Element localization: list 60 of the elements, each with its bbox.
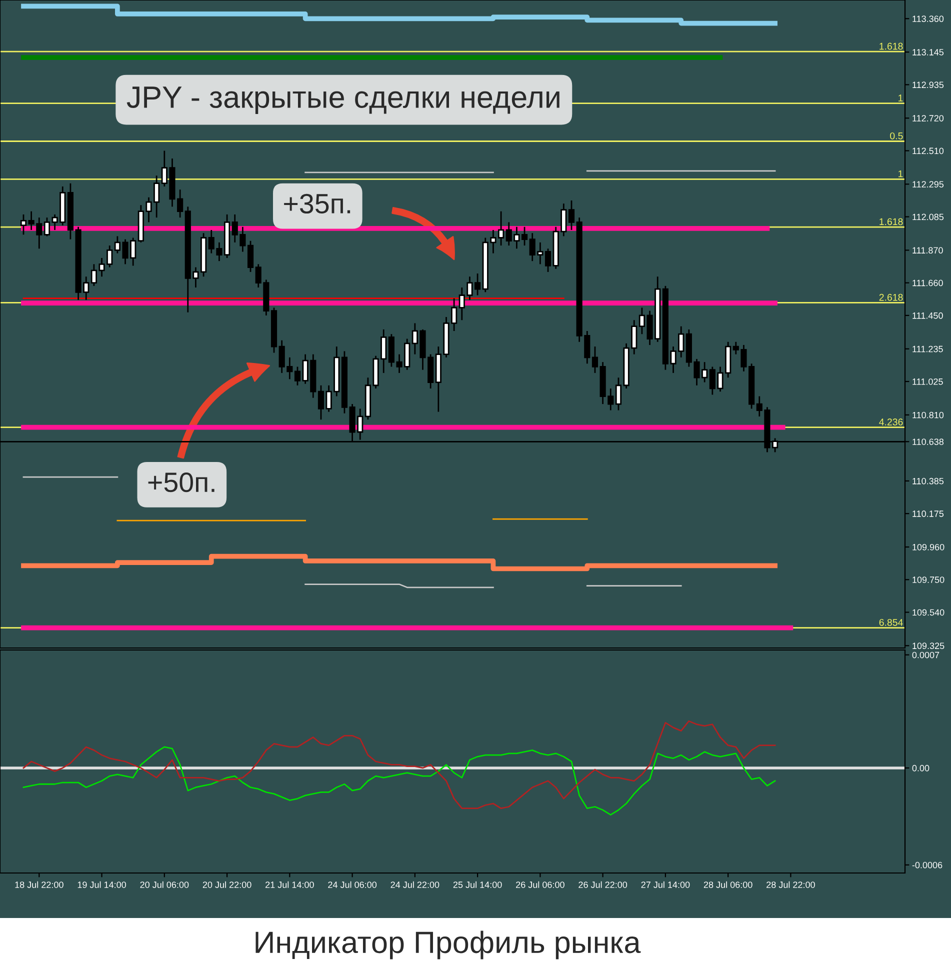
y-tick-label: 111.235 xyxy=(912,346,943,352)
x-tick-label: 24 Jul 22:00 xyxy=(390,881,440,888)
candlestick xyxy=(615,376,622,411)
text: 2.618 xyxy=(879,294,903,301)
candlestick xyxy=(318,384,324,420)
y-tick-label: 110.385 xyxy=(912,478,944,484)
y-tick-label: 113.145 xyxy=(912,49,944,56)
y-tick-label: 0.00 xyxy=(912,764,930,772)
x-tick-label: 20 Jul 06:00 xyxy=(140,881,189,888)
text: JPY - закрытые сделки недели xyxy=(126,86,560,114)
text: 1 xyxy=(898,170,903,178)
annotation: +35п. xyxy=(284,194,350,214)
line-series xyxy=(22,746,776,816)
candlestick xyxy=(20,214,27,236)
line-series xyxy=(22,720,776,810)
y-tick-label: 112.935 xyxy=(912,82,944,88)
text: 4.236 xyxy=(879,418,903,426)
x-tick-label: 28 Jul 06:00 xyxy=(704,881,752,888)
y-tick-label: 113.360 xyxy=(912,16,944,22)
y-tick-label: 109.325 xyxy=(912,642,944,650)
y-tick-label: 110.175 xyxy=(912,510,944,517)
text: Индикатор Профиль рынка xyxy=(256,930,641,960)
y-tick-label: 112.085 xyxy=(912,214,944,220)
y-tick-label: 111.660 xyxy=(912,280,943,286)
x-tick-label: 27 Jul 14:00 xyxy=(641,881,690,888)
y-tick-label: 112.720 xyxy=(912,115,944,122)
y-tick-label: 112.295 xyxy=(912,181,944,188)
x-tick-label: 20 Jul 22:00 xyxy=(202,881,252,888)
x-tick-label: 24 Jul 06:00 xyxy=(328,881,377,888)
candlestick xyxy=(521,226,528,246)
text: 1.618 xyxy=(880,218,903,226)
y-tick-label: 111.870 xyxy=(912,247,943,254)
text: 0.5 xyxy=(890,132,903,140)
y-tick-label: 110.810 xyxy=(912,412,944,418)
x-tick-label: 25 Jul 14:00 xyxy=(453,881,502,888)
x-tick-label: 19 Jul 14:00 xyxy=(78,881,126,888)
y-tick-label: -0.0006 xyxy=(912,862,942,868)
candlestick xyxy=(544,248,552,273)
annotation: +50п. xyxy=(148,472,214,492)
candlestick xyxy=(247,240,254,273)
text: 6.854 xyxy=(879,618,903,626)
x-tick-label: 26 Jul 22:00 xyxy=(578,881,628,888)
y-tick-label: 109.750 xyxy=(912,576,944,583)
candlestick xyxy=(568,200,575,231)
candlestick xyxy=(294,366,301,386)
y-tick-label: 109.540 xyxy=(912,609,944,616)
y-tick-label: 110.638 xyxy=(912,438,944,445)
x-tick-label: 21 Jul 14:00 xyxy=(266,881,314,888)
text: 1.618 xyxy=(880,42,903,50)
y-tick-label: 112.510 xyxy=(912,148,944,154)
x-tick-label: 18 Jul 22:00 xyxy=(15,881,64,888)
y-tick-label: 0.0007 xyxy=(912,652,940,658)
text: 1 xyxy=(898,94,903,102)
x-tick-label: 26 Jul 06:00 xyxy=(516,881,564,888)
x-tick-label: 28 Jul 22:00 xyxy=(766,881,815,888)
candlestick xyxy=(44,216,50,237)
candlestick xyxy=(592,346,598,374)
y-tick-label: 109.960 xyxy=(912,544,944,550)
y-tick-label: 111.025 xyxy=(912,378,943,385)
y-tick-label: 111.450 xyxy=(912,312,943,319)
